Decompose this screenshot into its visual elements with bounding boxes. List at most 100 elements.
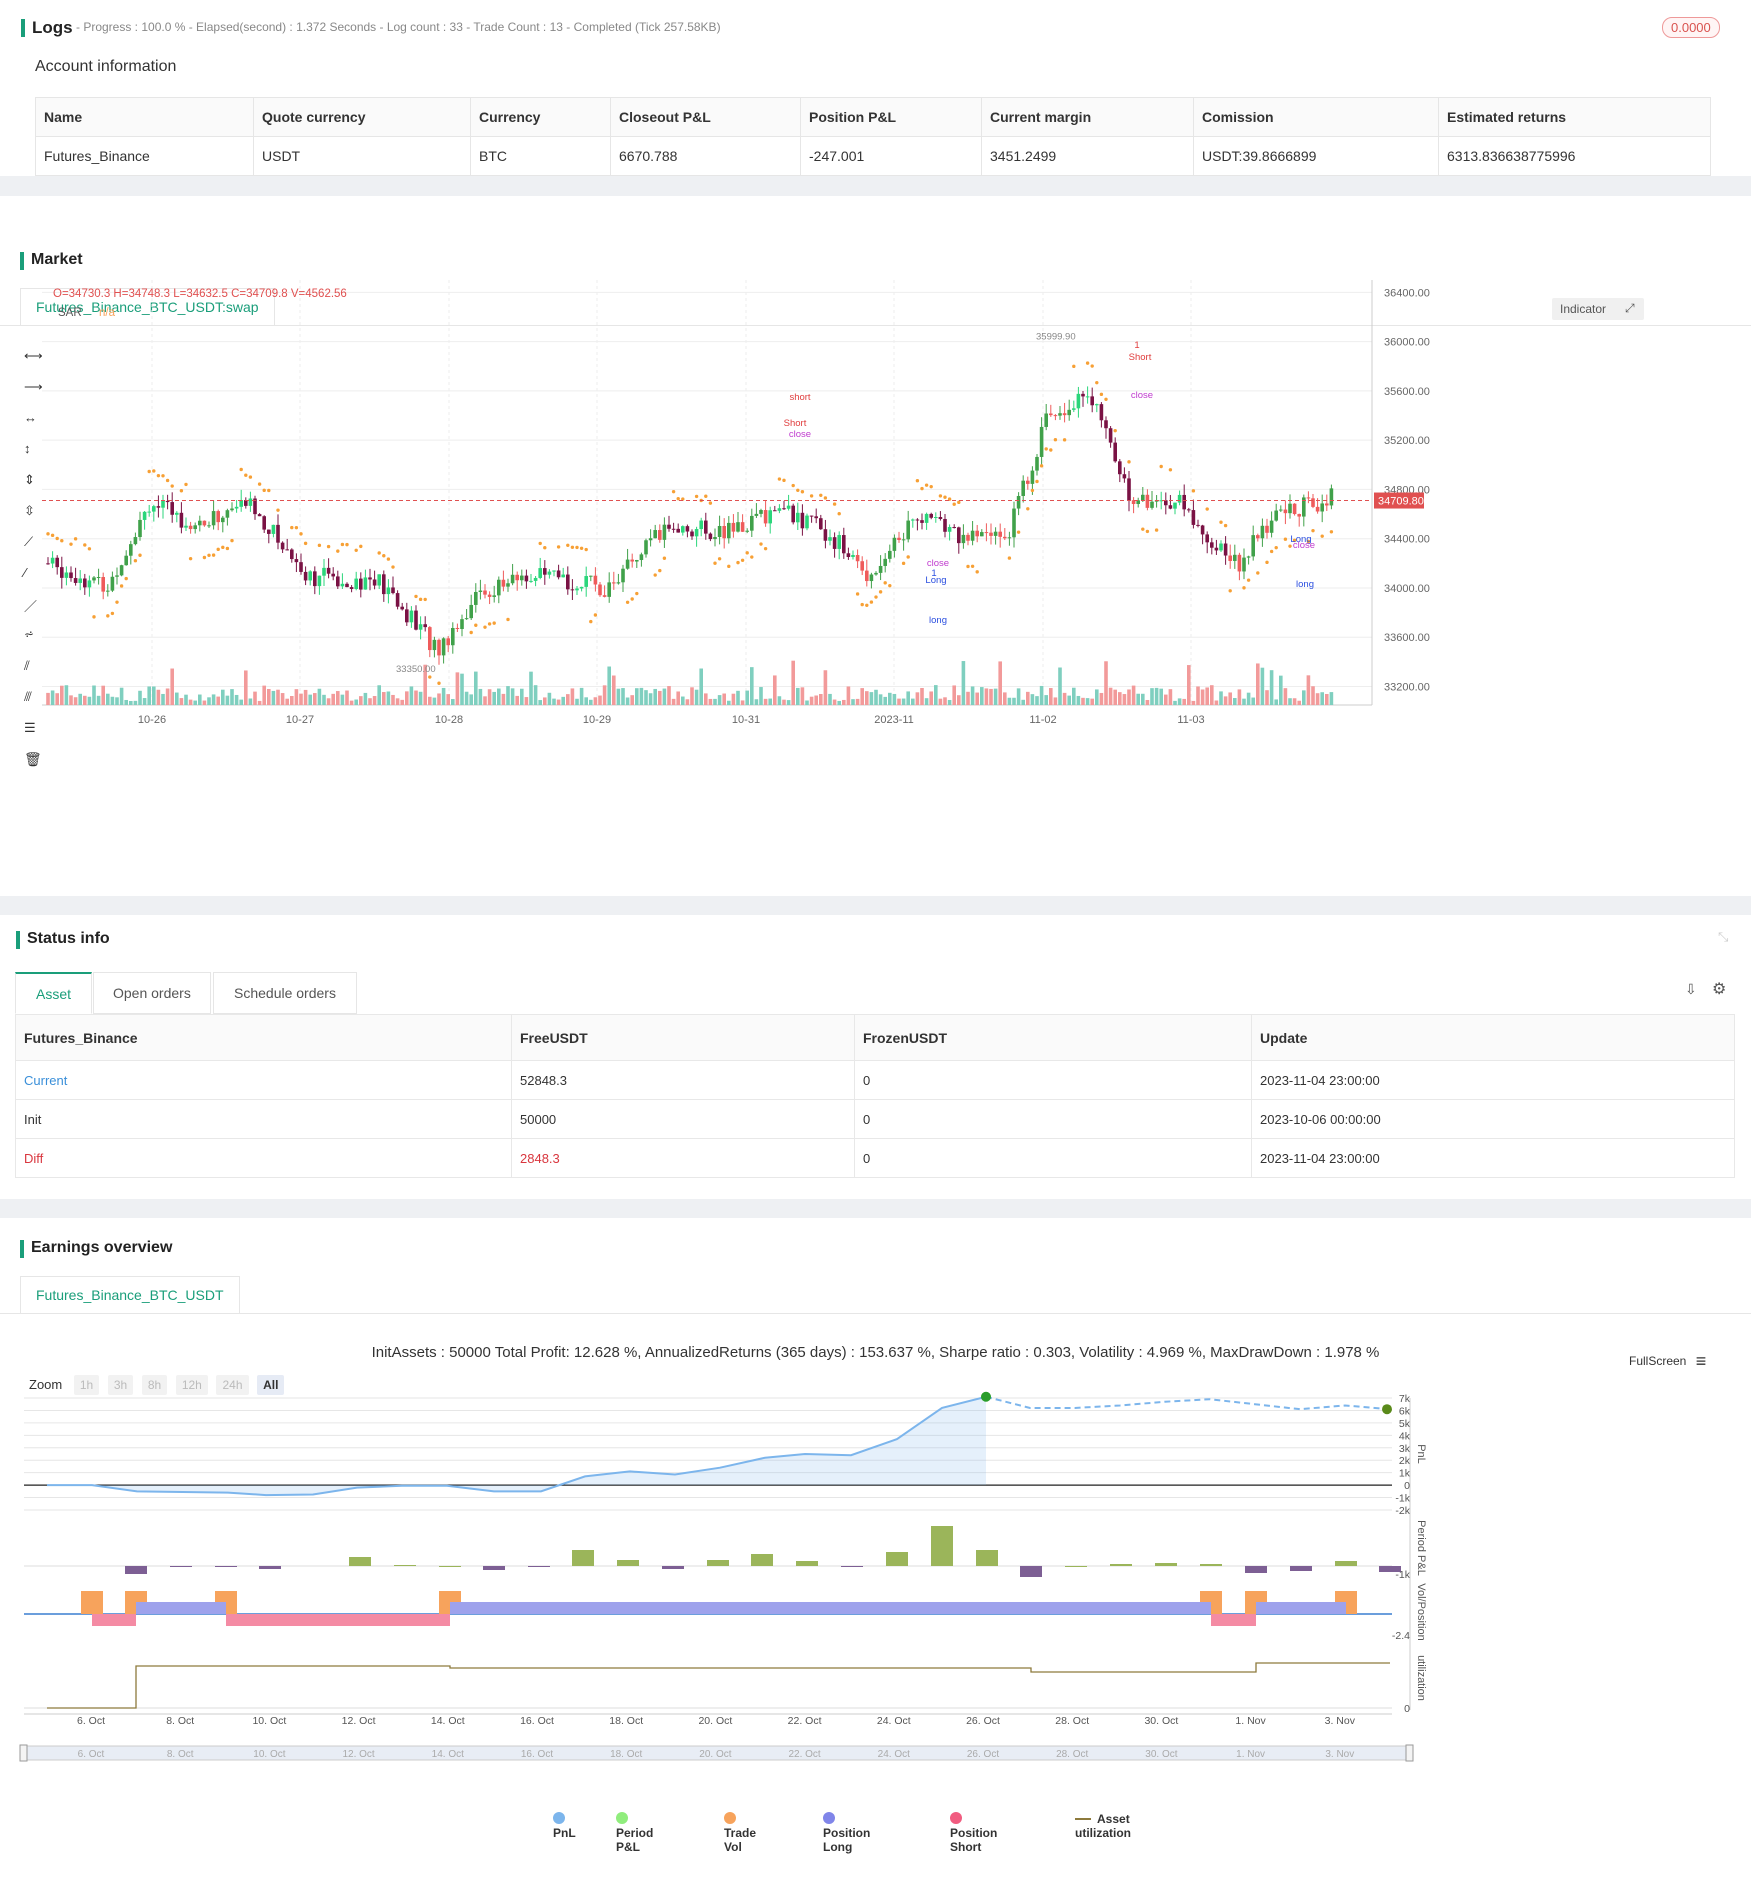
candle-body xyxy=(823,529,828,541)
col-returns: Estimated returns xyxy=(1438,97,1711,137)
position-long-bar xyxy=(1256,1602,1346,1614)
volume-bar xyxy=(547,692,552,705)
sar-dot xyxy=(543,545,547,550)
candle-body xyxy=(64,572,69,578)
trade-signal-label: short xyxy=(789,392,810,403)
expand-icon[interactable]: ⤢ xyxy=(1625,301,1635,315)
collapse-icon[interactable]: ⤡ xyxy=(1718,929,1729,944)
volume-bar xyxy=(1279,675,1283,705)
legend-item[interactable]: Asset utilization xyxy=(1075,1812,1131,1840)
volume-bar xyxy=(106,693,110,705)
horizontal-line-tool-icon[interactable]: ⟷ xyxy=(24,348,43,363)
volume-bar xyxy=(101,685,105,705)
cell: 6313.836638775996 xyxy=(1438,136,1711,176)
volume-bar xyxy=(165,688,170,705)
download-icon[interactable]: ⇩ xyxy=(1685,981,1697,997)
vertical-line-tool-icon[interactable]: ↕ xyxy=(24,441,31,456)
candle-body xyxy=(869,574,874,582)
legend-item[interactable]: PnL xyxy=(553,1812,576,1840)
tab-schedule-orders[interactable]: Schedule orders xyxy=(213,972,357,1014)
trend-line-tool-icon[interactable]: ⟋ xyxy=(24,534,34,549)
zoom-8h[interactable]: 8h xyxy=(141,1375,168,1395)
fibonacci-lines-tool-icon[interactable]: ☰ xyxy=(24,720,36,735)
volume-bar xyxy=(336,691,340,705)
zoom-all[interactable]: All xyxy=(257,1375,285,1395)
candle-body xyxy=(506,583,510,587)
candle-body xyxy=(1150,501,1154,508)
volume-bar xyxy=(556,699,561,705)
horizontal-ray-tool-icon[interactable]: ⟶ xyxy=(24,379,43,394)
candle-body xyxy=(1049,413,1053,416)
volume-bar xyxy=(607,666,611,705)
y-tick-label: 36000.00 xyxy=(1384,337,1430,349)
candle-body xyxy=(322,567,326,576)
gear-icon[interactable]: ⚙ xyxy=(1712,981,1727,998)
candle-body xyxy=(308,571,312,581)
vertical-segment-tool-icon[interactable]: ⇳ xyxy=(24,503,35,518)
trade-signal-label: long xyxy=(929,615,947,626)
legend-item[interactable]: Position Long xyxy=(823,1812,870,1854)
tab-open-orders[interactable]: Open orders xyxy=(93,972,211,1014)
sar-dot xyxy=(947,497,952,501)
candle-body xyxy=(906,520,910,540)
legend-item[interactable]: Trade Vol xyxy=(724,1812,756,1854)
straight-line-tool-icon[interactable]: ／ xyxy=(24,599,38,614)
zoom-12h[interactable]: 12h xyxy=(175,1375,208,1395)
sar-dot xyxy=(423,597,427,602)
candle-body xyxy=(377,574,381,586)
volume-bar xyxy=(842,699,846,705)
zoom-24h[interactable]: 24h xyxy=(216,1375,249,1395)
trade-signal-label: close xyxy=(1293,540,1315,551)
tab-earnings-symbol[interactable]: Futures_Binance_BTC_USDT xyxy=(20,1276,240,1314)
x-tick-label: 20. Oct xyxy=(698,1715,732,1727)
candle-body xyxy=(55,557,59,568)
vertical-ray-tool-icon[interactable]: ⇕ xyxy=(24,472,35,487)
sar-dot xyxy=(740,558,745,562)
candlestick-chart[interactable]: 36400.0036000.0035600.0035200.0034800.00… xyxy=(0,280,1751,730)
candle-body xyxy=(1242,557,1246,572)
candle-body xyxy=(207,525,211,527)
volume-bar xyxy=(1223,696,1228,705)
sar-dot xyxy=(570,545,575,549)
candle-body xyxy=(317,575,322,587)
row-label-current[interactable]: Current xyxy=(15,1060,512,1100)
zoom-1h[interactable]: 1h xyxy=(73,1375,100,1395)
candle-body xyxy=(1104,420,1108,429)
sar-dot xyxy=(1269,549,1274,554)
menu-icon[interactable]: ≡ xyxy=(1695,1351,1707,1371)
indicator-button[interactable]: Indicator ⤢ xyxy=(1552,298,1644,320)
volume-bar xyxy=(372,696,377,705)
legend-item[interactable]: Period P&L xyxy=(616,1812,653,1854)
volume-bar xyxy=(1311,686,1315,705)
segment-tool-icon[interactable]: ↔ xyxy=(24,410,37,425)
volume-bar xyxy=(947,699,952,705)
trash-icon[interactable]: 🗑 xyxy=(24,751,42,767)
volume-bar xyxy=(929,691,933,705)
sar-dot xyxy=(115,600,119,604)
candle-body xyxy=(750,515,754,531)
max-marker xyxy=(981,1391,991,1402)
candle-body xyxy=(681,526,685,533)
candle-body xyxy=(460,619,464,630)
tab-market-symbol[interactable]: Futures_Binance_BTC_USDT:swap xyxy=(20,288,275,326)
volume-bar xyxy=(1214,700,1219,705)
fib-tool-icon[interactable]: ⫻ xyxy=(24,689,32,704)
fullscreen-button[interactable]: FullScreen ≡ xyxy=(1629,1351,1706,1372)
volume-bar xyxy=(50,690,55,705)
sar-dot xyxy=(745,551,749,555)
parallel-channel-tool-icon[interactable]: ⫽ xyxy=(24,658,30,673)
candle-body xyxy=(754,513,759,516)
candle-body xyxy=(814,516,818,519)
price-line-tool-icon[interactable]: ⩫ xyxy=(24,627,35,641)
zoom-3h[interactable]: 3h xyxy=(107,1375,134,1395)
status-panel: Status info ⤡ Asset Open orders Schedule… xyxy=(0,915,1751,1199)
ray-line-tool-icon[interactable]: ⁄ xyxy=(24,565,27,580)
candle-body xyxy=(267,529,271,534)
legend-item[interactable]: Position Short xyxy=(950,1812,997,1854)
tab-asset[interactable]: Asset xyxy=(15,972,93,1014)
volume-bar xyxy=(1196,686,1200,705)
volume-bar xyxy=(952,685,956,705)
candle-body xyxy=(382,574,386,595)
candle-body xyxy=(630,559,634,562)
